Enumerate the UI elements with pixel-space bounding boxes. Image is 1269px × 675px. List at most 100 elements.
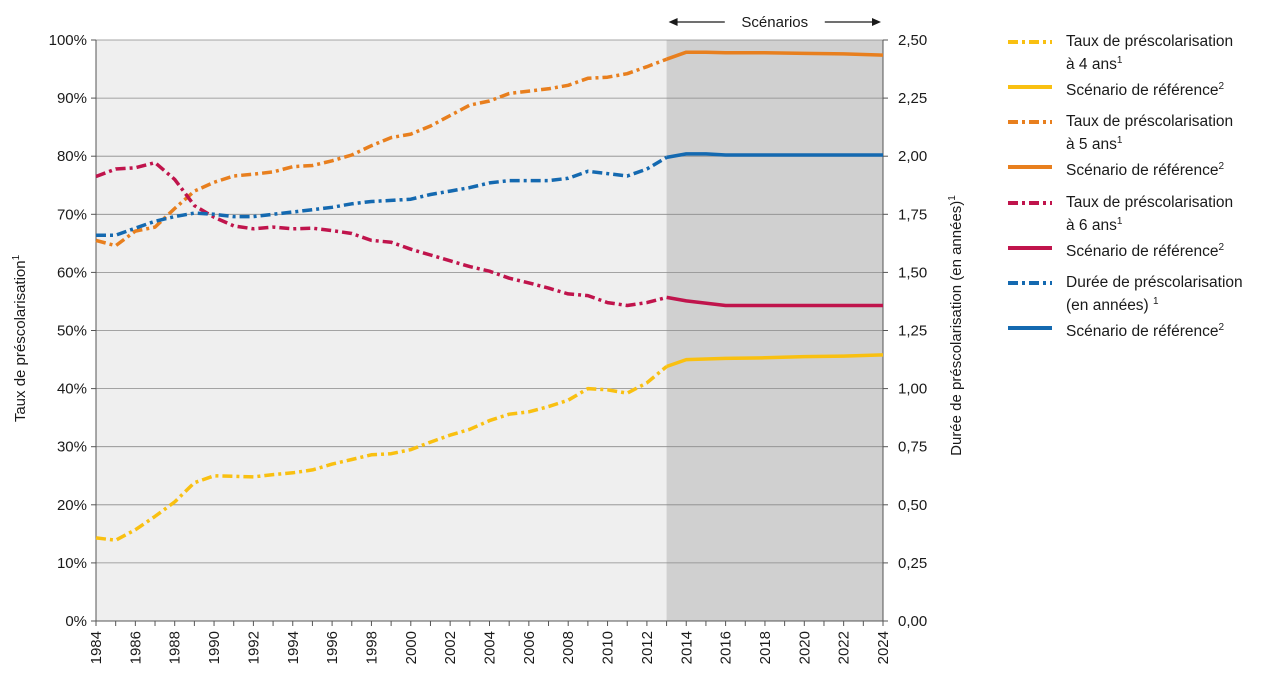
x-tick-label: 2022 bbox=[836, 631, 853, 664]
legend-swatch bbox=[1008, 245, 1052, 250]
x-tick-label: 2000 bbox=[403, 631, 420, 664]
x-tick-label: 2006 bbox=[521, 631, 538, 664]
legend-label-sup: 1 bbox=[1153, 295, 1159, 307]
legend-swatch bbox=[1008, 165, 1052, 170]
legend-swatch bbox=[1008, 326, 1052, 331]
legend-item: Taux de préscolarisation à 6 ans1 bbox=[1008, 193, 1266, 235]
y-axis-left-title: Taux de préscolarisation1 bbox=[11, 254, 29, 422]
legend-label-line: à 5 ans bbox=[1066, 136, 1117, 154]
y-right-tick-label: 0,00 bbox=[898, 613, 927, 630]
y-right-tick-label: 0,25 bbox=[898, 555, 927, 572]
y-right-tick-label: 1,50 bbox=[898, 264, 927, 281]
legend-label-line: à 4 ans bbox=[1066, 56, 1117, 74]
legend-swatch bbox=[1008, 40, 1052, 44]
x-tick-label: 2008 bbox=[560, 631, 577, 664]
arrow-left-icon bbox=[668, 18, 678, 26]
legend-label-sup: 1 bbox=[1116, 215, 1123, 227]
legend-label: Taux de préscolarisation à 4 ans1 bbox=[1066, 32, 1233, 74]
y-left-tick-label: 60% bbox=[57, 264, 87, 281]
legend-swatch bbox=[1008, 200, 1052, 205]
series-line-2 bbox=[95, 57, 668, 248]
x-tick-label: 2010 bbox=[600, 631, 617, 664]
x-tick-label: 1996 bbox=[324, 631, 341, 664]
chart-legend: Taux de préscolarisation à 4 ans1 Scénario… bbox=[1008, 32, 1266, 341]
legend-label-sup: 2 bbox=[1218, 161, 1225, 173]
legend-label: Taux de préscolarisation à 5 ans1 bbox=[1066, 112, 1233, 154]
y-left-tick-label: 30% bbox=[57, 439, 87, 456]
y-left-tick-label: 90% bbox=[57, 90, 87, 107]
x-tick-label: 2002 bbox=[442, 631, 459, 664]
y-left-tick-label: 80% bbox=[57, 148, 87, 165]
legend-item: Scénario de référence2 bbox=[1008, 157, 1266, 180]
legend-label-sup: 1 bbox=[1116, 135, 1123, 147]
x-tick-label: 1986 bbox=[127, 631, 144, 664]
legend-swatch bbox=[1008, 85, 1052, 90]
y-right-tick-label: 2,25 bbox=[898, 90, 927, 107]
y-axis-right-title-sup: 1 bbox=[947, 195, 958, 201]
legend-label-line: Taux de préscolarisation bbox=[1066, 33, 1234, 50]
series-line-4 bbox=[95, 160, 668, 308]
x-tick-label: 2024 bbox=[875, 631, 892, 664]
legend-label-line: (en années) bbox=[1066, 297, 1154, 315]
legend-item: Scénario de référence2 bbox=[1008, 238, 1266, 261]
y-left-tick-label: 50% bbox=[57, 323, 87, 340]
legend-label: Scénario de référence2 bbox=[1066, 238, 1224, 261]
legend-label-line: Scénario de référence bbox=[1066, 242, 1219, 260]
x-tick-label: 2018 bbox=[757, 631, 774, 664]
y-left-tick-label: 0% bbox=[65, 613, 87, 630]
legend-item: Durée de préscolarisation (en années) 1 bbox=[1008, 273, 1266, 315]
series-line-7 bbox=[666, 152, 883, 160]
scenario-label: Scénarios bbox=[741, 14, 808, 31]
legend-label-line: Scénario de référence bbox=[1066, 82, 1219, 100]
legend-label-sup: 2 bbox=[1218, 322, 1225, 334]
x-tick-label: 2020 bbox=[796, 631, 813, 664]
legend-label-line: à 6 ans bbox=[1066, 216, 1117, 234]
x-tick-label: 1998 bbox=[363, 631, 380, 664]
x-tick-label: 2014 bbox=[678, 631, 695, 664]
series-line-6 bbox=[96, 155, 668, 237]
x-tick-label: 2004 bbox=[482, 631, 499, 664]
legend-swatch bbox=[1008, 120, 1052, 125]
series-line-3 bbox=[666, 50, 884, 61]
legend-label-line: Taux de préscolarisation bbox=[1066, 193, 1234, 211]
legend-label-line: Taux de préscolarisation bbox=[1066, 113, 1234, 131]
legend-label-sup: 1 bbox=[1116, 55, 1123, 66]
y-right-tick-label: 0,50 bbox=[898, 497, 927, 514]
y-left-tick-label: 10% bbox=[57, 555, 87, 572]
x-tick-label: 1994 bbox=[285, 631, 302, 664]
legend-label: Scénario de référence2 bbox=[1066, 157, 1224, 180]
y-left-tick-label: 40% bbox=[57, 381, 87, 398]
legend-item: Scénario de référence2 bbox=[1008, 318, 1266, 341]
legend-label: Scénario de référence2 bbox=[1066, 77, 1224, 100]
legend-label: Durée de préscolarisation (en années) 1 bbox=[1066, 273, 1243, 315]
legend-label-line: Durée de préscolarisation bbox=[1066, 273, 1243, 291]
legend-swatch bbox=[1008, 280, 1052, 285]
y-right-tick-label: 0,75 bbox=[898, 439, 927, 456]
x-tick-label: 1992 bbox=[245, 631, 262, 664]
legend-label-line: Scénario de référence bbox=[1066, 162, 1219, 180]
legend-item: Scénario de référence2 bbox=[1008, 77, 1266, 100]
y-right-tick-label: 1,00 bbox=[898, 381, 927, 398]
x-tick-label: 1990 bbox=[206, 631, 223, 664]
arrow-right-icon bbox=[872, 18, 881, 26]
legend-label-line: Scénario de référence bbox=[1066, 323, 1219, 341]
y-left-tick-label: 100% bbox=[49, 32, 87, 49]
legend-label-sup: 2 bbox=[1218, 81, 1225, 93]
x-tick-label: 2012 bbox=[639, 631, 656, 664]
y-right-tick-label: 2,00 bbox=[898, 148, 927, 165]
y-left-tick-label: 70% bbox=[57, 206, 87, 223]
y-axis-right-title: Durée de préscolarisation (en années)1 bbox=[947, 195, 965, 456]
legend-item: Taux de préscolarisation à 5 ans1 bbox=[1008, 112, 1266, 154]
x-tick-label: 1984 bbox=[88, 631, 105, 664]
y-axis-left-title-sup: 1 bbox=[11, 254, 22, 260]
y-right-tick-label: 1,25 bbox=[898, 323, 927, 340]
y-left-tick-label: 20% bbox=[57, 497, 87, 514]
series-line-5 bbox=[666, 295, 883, 308]
series-line-1 bbox=[666, 353, 884, 369]
legend-label-sup: 2 bbox=[1218, 241, 1225, 253]
series-line-0 bbox=[95, 365, 668, 542]
y-right-tick-label: 2,50 bbox=[898, 32, 927, 49]
x-tick-label: 1988 bbox=[167, 631, 184, 664]
legend-label: Scénario de référence2 bbox=[1066, 318, 1224, 341]
